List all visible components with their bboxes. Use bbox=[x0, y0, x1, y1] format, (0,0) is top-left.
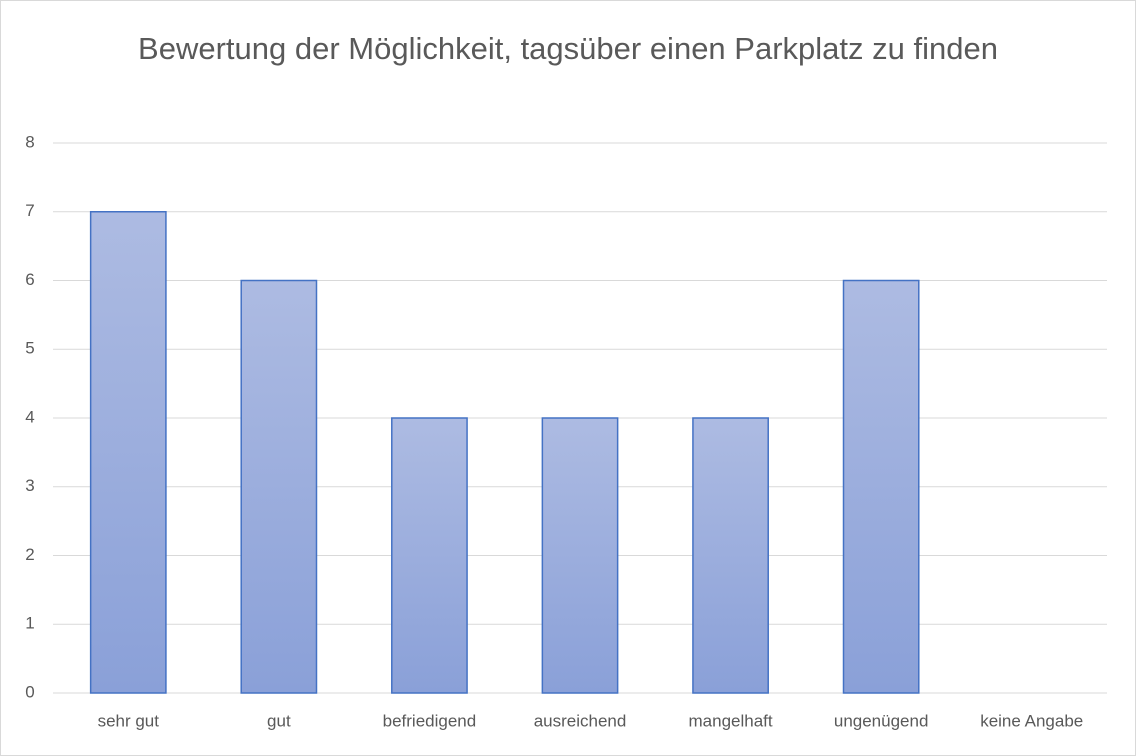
x-tick-label: ausreichend bbox=[534, 711, 627, 730]
x-tick-label: sehr gut bbox=[98, 711, 160, 730]
y-tick-label: 7 bbox=[25, 201, 34, 220]
bar bbox=[692, 417, 769, 694]
y-tick-label: 5 bbox=[25, 339, 34, 358]
bar bbox=[842, 279, 920, 694]
x-tick-label: mangelhaft bbox=[689, 711, 773, 730]
x-tick-label: ungenügend bbox=[834, 711, 929, 730]
y-tick-label: 8 bbox=[25, 132, 34, 151]
y-tick-label: 2 bbox=[25, 545, 34, 564]
x-tick-label: gut bbox=[267, 711, 291, 730]
y-tick-label: 0 bbox=[25, 682, 34, 701]
y-tick-label: 1 bbox=[25, 614, 34, 633]
chart-title: Bewertung der Möglichkeit, tagsüber eine… bbox=[138, 31, 998, 66]
x-tick-label: befriedigend bbox=[383, 711, 477, 730]
bar bbox=[89, 211, 167, 694]
bar bbox=[391, 417, 468, 694]
bar bbox=[240, 279, 318, 694]
y-tick-label: 3 bbox=[25, 476, 34, 495]
bar bbox=[541, 417, 619, 694]
y-tick-label: 6 bbox=[25, 270, 34, 289]
x-tick-label: keine Angabe bbox=[980, 711, 1083, 730]
y-tick-label: 4 bbox=[25, 407, 34, 426]
